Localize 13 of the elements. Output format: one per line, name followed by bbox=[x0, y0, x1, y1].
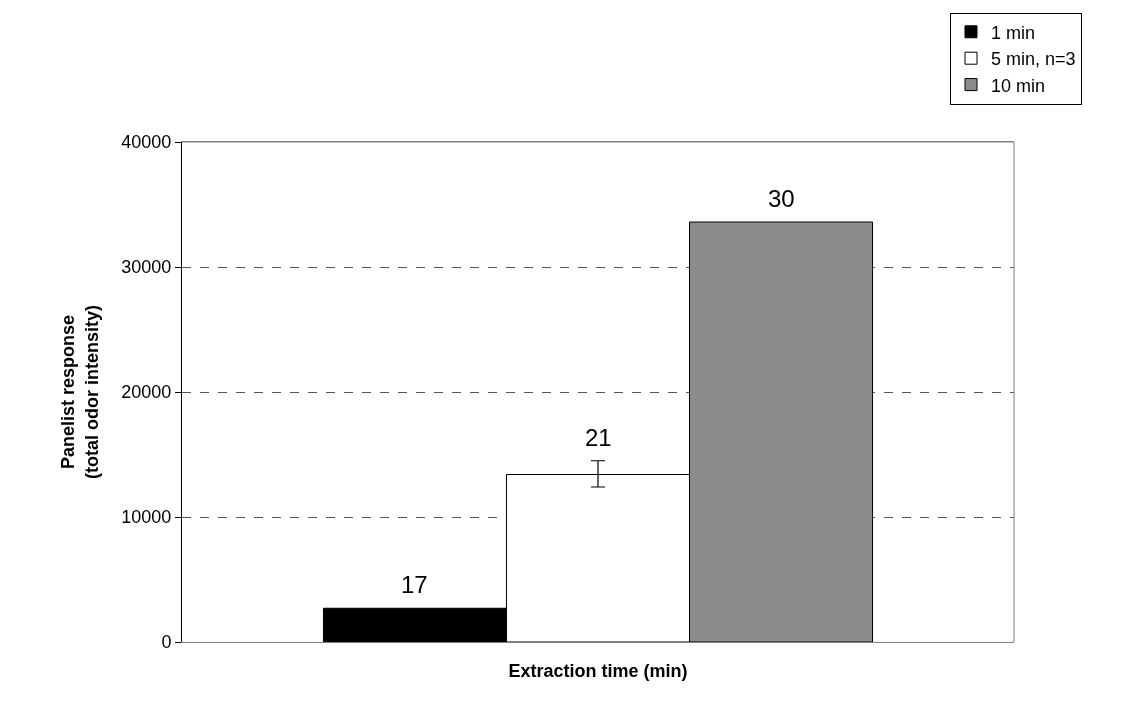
y-tick-label: 0 bbox=[161, 632, 172, 653]
annotation: 17 bbox=[401, 571, 428, 598]
y-axis-title: Panelist response (total odor intensity) bbox=[58, 305, 102, 479]
y-tick-label: 40000 bbox=[121, 132, 172, 153]
legend-label: 1 min bbox=[991, 22, 1036, 43]
legend-label: 5 min, n=3 bbox=[991, 49, 1076, 70]
x-axis-title: Extraction time (min) bbox=[508, 661, 688, 682]
y-tick-label: 10000 bbox=[121, 507, 172, 528]
annotation: 21 bbox=[585, 424, 612, 451]
y-tick-label: 20000 bbox=[121, 382, 172, 403]
y-tick-label: 30000 bbox=[121, 257, 172, 278]
annotation: 30 bbox=[768, 185, 795, 212]
legend-label: 10 min bbox=[991, 75, 1046, 96]
